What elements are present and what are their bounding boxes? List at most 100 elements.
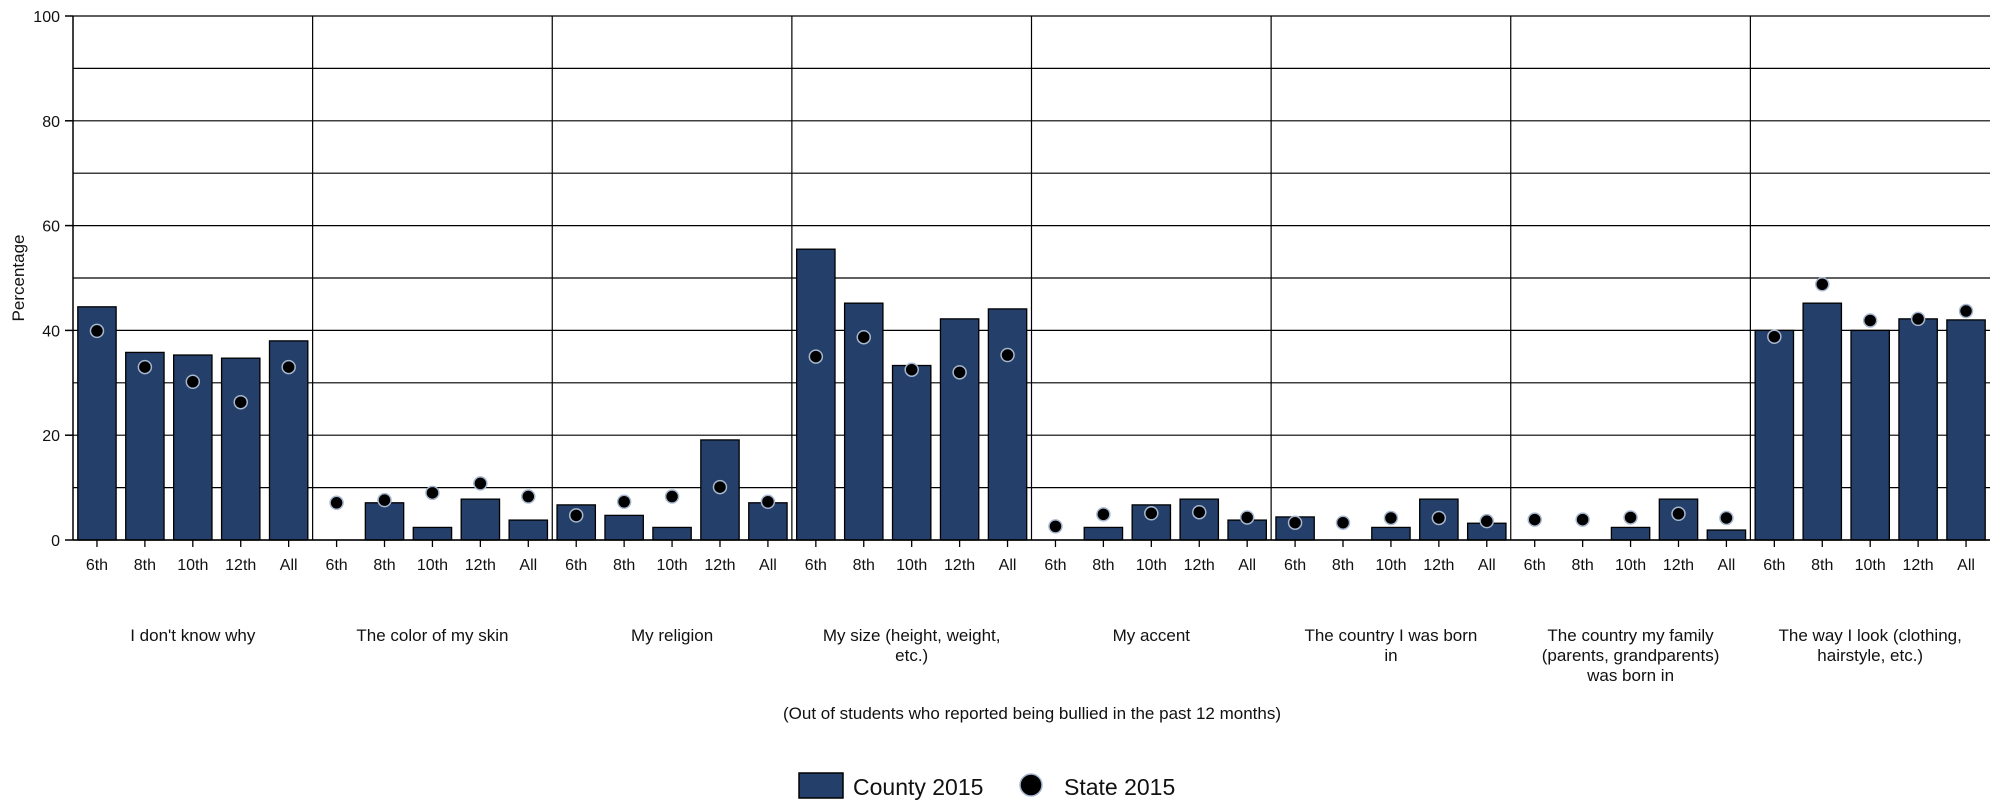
- state-dot-g3-6th: [808, 349, 824, 364]
- y-tick-label-100: 100: [33, 9, 60, 26]
- x-tick-label-g6-8th: 8th: [1572, 557, 1594, 574]
- state-dot-g6-6th: [1527, 512, 1542, 527]
- state-dot-g5-10th: [1383, 510, 1399, 526]
- group-label-line: My religion: [631, 626, 713, 645]
- county-bar-g3-12th: [939, 318, 980, 541]
- group-label-line: The country my family: [1547, 626, 1714, 645]
- state-dot-g4-8th: [1096, 507, 1111, 522]
- state-dot-g0-8th: [137, 359, 153, 375]
- y-tick-label-80: 80: [42, 114, 60, 131]
- state-dots: [89, 277, 1974, 534]
- group-label-6: The country my family (parents, grandpare…: [1542, 626, 1720, 685]
- legend-label-county: County 2015: [853, 774, 983, 800]
- state-dot-g7-10th: [1862, 313, 1878, 328]
- group-label-line: My size (height, weight,: [823, 626, 1001, 645]
- x-tick-label-g5-6th: 6th: [1284, 557, 1306, 574]
- x-tick-label-g3-10th: 10th: [896, 557, 927, 574]
- x-tick-label-g7-10th: 10th: [1855, 557, 1886, 574]
- county-bar-g5-10th: [1371, 526, 1411, 541]
- county-bar-g2-10th: [652, 526, 692, 541]
- group-label-line: The way I look (clothing,: [1779, 626, 1962, 645]
- x-tick-label-g0-10th: 10th: [177, 557, 208, 574]
- county-bar-g0-12th: [220, 357, 261, 541]
- state-dot-g5-6th: [1287, 515, 1303, 530]
- group-label-0: I don't know why: [130, 626, 256, 645]
- state-dot-g7-8th: [1815, 277, 1830, 292]
- group-label-4: My accent: [1113, 626, 1191, 645]
- x-tick-label-g4-12th: 12th: [1184, 557, 1215, 574]
- x-tick-label-g3-All: All: [999, 557, 1017, 574]
- y-tick-label-60: 60: [42, 219, 60, 236]
- county-bar-g1-8th: [364, 502, 405, 541]
- county-bar-g3-6th: [796, 248, 836, 541]
- legend-label-state: State 2015: [1064, 774, 1175, 800]
- group-label-1: The color of my skin: [356, 626, 508, 645]
- x-tick-label-g3-12th: 12th: [944, 557, 975, 574]
- group-label-7: The way I look (clothing, hairstyle, etc.…: [1779, 626, 1962, 665]
- state-dot-g2-12th: [712, 479, 728, 495]
- x-tick-label-g0-8th: 8th: [134, 557, 156, 574]
- y-axis: 0 20 40 60 80 100: [33, 9, 74, 550]
- state-dot-g2-All: [760, 494, 776, 509]
- state-dot-g7-12th: [1910, 311, 1926, 327]
- x-tick-label-g7-All: All: [1957, 557, 1975, 574]
- state-dot-g0-12th: [233, 394, 248, 410]
- x-tick-label-g5-8th: 8th: [1332, 557, 1354, 574]
- x-tick-label-g0-12th: 12th: [225, 557, 256, 574]
- x-tick-label-g2-10th: 10th: [656, 557, 687, 574]
- county-bar-g4-8th: [1083, 526, 1124, 541]
- chart-note: (Out of students who reported being bull…: [783, 704, 1281, 723]
- state-dot-g7-6th: [1767, 329, 1782, 344]
- group-label-2: My religion: [631, 626, 713, 645]
- state-dot-g0-6th: [89, 323, 105, 339]
- x-tick-label-g6-All: All: [1718, 557, 1736, 574]
- x-tick-label-g2-12th: 12th: [704, 557, 735, 574]
- y-tick-label-0: 0: [51, 533, 60, 550]
- x-tick-label-g5-All: All: [1478, 557, 1496, 574]
- state-dot-g6-All: [1719, 510, 1734, 526]
- county-bar-g7-All: [1946, 319, 1986, 541]
- y-tick-label-20: 20: [42, 428, 60, 445]
- state-dot-g4-6th: [1048, 519, 1063, 534]
- state-dot-g3-10th: [904, 362, 919, 377]
- x-tick-label-g1-10th: 10th: [417, 557, 448, 574]
- county-bar-g2-8th: [604, 514, 644, 541]
- x-tick-label-g5-12th: 12th: [1423, 557, 1454, 574]
- x-tick-label-g1-6th: 6th: [325, 557, 347, 574]
- state-dot-g5-8th: [1335, 515, 1351, 530]
- state-dot-g5-12th: [1431, 510, 1447, 526]
- legend: County 2015 State 2015: [798, 772, 1175, 800]
- x-tick-label-g2-All: All: [759, 557, 777, 574]
- x-tick-label-g4-8th: 8th: [1092, 557, 1114, 574]
- state-dot-g2-10th: [664, 489, 680, 504]
- county-bar-g1-10th: [412, 526, 453, 541]
- x-tick-label-g4-All: All: [1238, 557, 1256, 574]
- group-label-line: etc.): [895, 646, 928, 665]
- state-dot-g0-All: [281, 359, 296, 375]
- state-dot-g4-12th: [1191, 504, 1207, 520]
- group-label-line: hairstyle, etc.): [1817, 646, 1923, 665]
- x-tick-label-g1-All: All: [519, 557, 537, 574]
- county-bar-g1-All: [508, 519, 549, 541]
- county-bar-g1-12th: [460, 498, 501, 541]
- group-label-line: in: [1384, 646, 1397, 665]
- state-dot-g6-12th: [1671, 506, 1686, 522]
- group-label-line: My accent: [1113, 626, 1191, 645]
- state-dot-g3-8th: [856, 329, 872, 345]
- county-bar-g6-All: [1706, 529, 1747, 541]
- x-tick-label-g3-8th: 8th: [853, 557, 875, 574]
- grid: [73, 15, 1990, 541]
- state-dot-g4-All: [1239, 510, 1255, 525]
- x-tick-label-g0-All: All: [280, 557, 298, 574]
- state-dot-g3-12th: [952, 365, 967, 380]
- x-tick-label-g6-6th: 6th: [1524, 557, 1546, 574]
- x-axis: 6th 8th 10th 12th All I don't know why 6th 8th 1…: [73, 539, 1990, 685]
- state-dot-g1-8th: [377, 492, 392, 508]
- x-tick-label-g7-12th: 12th: [1903, 557, 1934, 574]
- county-bar-g0-6th: [77, 306, 117, 541]
- x-tick-label-g1-12th: 12th: [465, 557, 496, 574]
- group-label-line: The country I was born: [1304, 626, 1477, 645]
- state-dot-g1-All: [521, 489, 536, 504]
- legend-swatch-county: [798, 772, 844, 799]
